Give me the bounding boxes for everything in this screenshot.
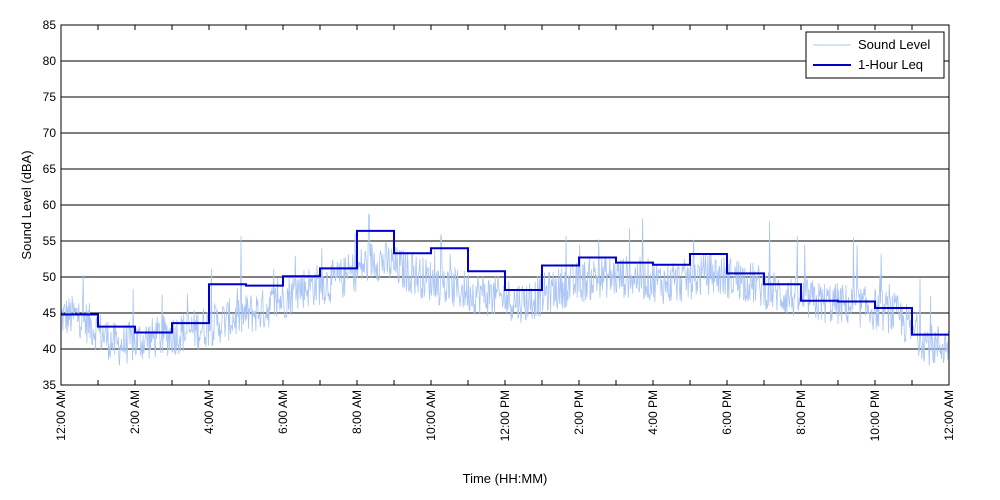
y-tick-label: 55 <box>43 234 57 248</box>
x-tick-label: 6:00 AM <box>276 390 290 434</box>
x-tick-label: 2:00 AM <box>128 390 142 434</box>
x-tick-label: 12:00 AM <box>54 390 68 441</box>
y-tick-label: 70 <box>43 126 57 140</box>
y-tick-label: 80 <box>43 54 57 68</box>
x-axis-ticks: 12:00 AM 2:00 AM 4:00 AM 6:00 AM 8:00 AM 10:0… <box>54 25 956 441</box>
y-tick-label: 50 <box>43 270 57 284</box>
x-tick-label: 8:00 AM <box>350 390 364 434</box>
x-tick-label: 10:00 PM <box>868 390 882 441</box>
plot-frame <box>60 24 950 386</box>
y-tick-label: 35 <box>43 378 57 392</box>
x-axis-title: Time (HH:MM) <box>463 471 548 486</box>
legend-label-sound-level: Sound Level <box>858 37 930 52</box>
x-tick-label: 4:00 PM <box>646 390 660 435</box>
series-1-hour-leq <box>61 229 949 336</box>
legend-box <box>805 31 945 79</box>
x-tick-label: 2:00 PM <box>572 390 586 435</box>
legend: Sound Level 1-Hour Leq <box>805 31 945 79</box>
x-tick-label: 12:00 PM <box>498 390 512 441</box>
y-tick-label: 40 <box>43 342 57 356</box>
y-tick-label: 75 <box>43 90 57 104</box>
y-tick-label: 85 <box>43 18 57 32</box>
y-tick-label: 45 <box>43 306 57 320</box>
x-tick-label: 6:00 PM <box>720 390 734 435</box>
x-tick-label: 8:00 PM <box>794 390 808 435</box>
y-tick-label: 65 <box>43 162 57 176</box>
x-tick-label: 10:00 AM <box>424 390 438 441</box>
legend-label-1-hour-leq: 1-Hour Leq <box>858 57 923 72</box>
x-tick-label: 12:00 AM <box>942 390 956 441</box>
x-tick-label: 4:00 AM <box>202 390 216 434</box>
leq-step-line <box>61 229 949 336</box>
y-tick-label: 60 <box>43 198 57 212</box>
y-axis-title: Sound Level (dBA) <box>19 150 34 259</box>
